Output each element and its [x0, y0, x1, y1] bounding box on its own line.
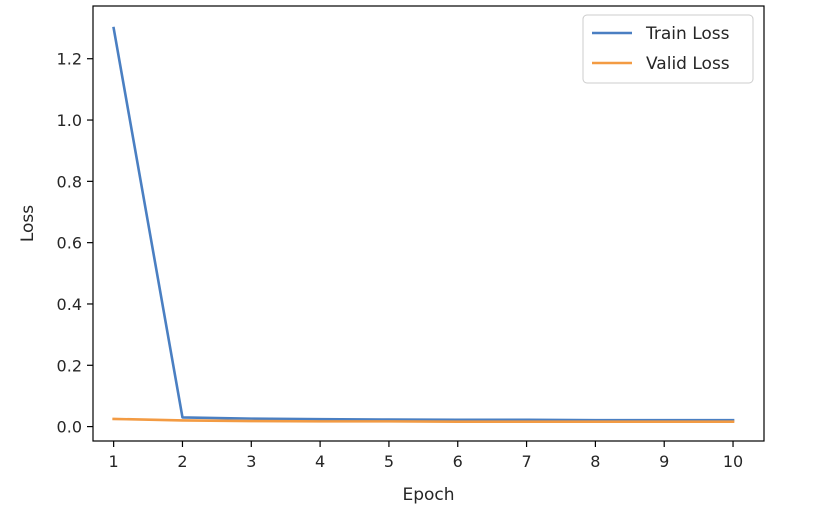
- plot-area: [112, 26, 735, 423]
- legend: Train Loss Valid Loss: [582, 14, 754, 84]
- legend-label-2: Valid Loss: [646, 54, 730, 74]
- x-tick-label: 8: [590, 452, 600, 471]
- y-tick-label: 0.6: [57, 234, 82, 253]
- series-line-1: [112, 26, 735, 422]
- axes: 1 2 3 4 5 6 7 8 9 10 0.0 0.2 0.4 0.6 0.8 1.0 1.2: [57, 5, 765, 471]
- x-tick-label: 7: [521, 452, 531, 471]
- y-tick-label: 0.8: [57, 172, 82, 191]
- x-tick-label: 3: [246, 452, 256, 471]
- legend-label-1: Train Loss: [645, 24, 730, 44]
- x-tick-label: 1: [109, 452, 119, 471]
- x-tick-label: 4: [315, 452, 325, 471]
- y-tick-label: 1.0: [57, 111, 82, 130]
- x-tick-label: 6: [453, 452, 463, 471]
- plot-frame: [92, 5, 765, 442]
- x-tick-label: 2: [177, 452, 187, 471]
- y-axis-label: Loss: [18, 205, 38, 242]
- x-tick-label: 9: [659, 452, 669, 471]
- x-axis-label: Epoch: [402, 485, 454, 505]
- y-tick-label: 0.2: [57, 356, 82, 375]
- y-tick-label: 0.4: [57, 295, 82, 314]
- y-tick-label: 0.0: [57, 418, 82, 437]
- x-tick-label: 5: [384, 452, 394, 471]
- x-tick-label: 10: [723, 452, 743, 471]
- y-tick-label: 1.2: [57, 50, 82, 69]
- series-line-2: [112, 417, 735, 423]
